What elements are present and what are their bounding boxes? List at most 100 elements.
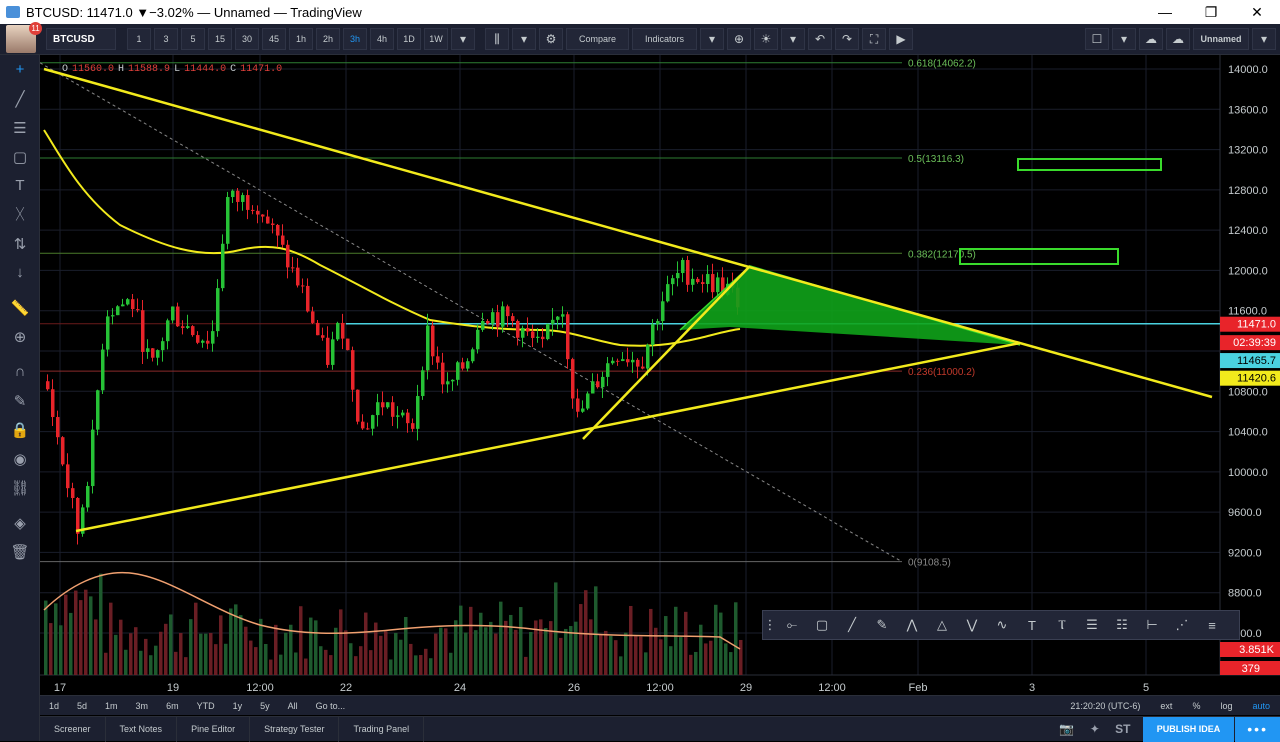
- horizontal-ray-icon[interactable]: ⟜: [786, 617, 798, 632]
- crosshair-icon[interactable]: +: [15, 61, 25, 78]
- menu-icon[interactable]: ≡: [1208, 617, 1216, 633]
- chevron-down-icon[interactable]: ▾: [451, 28, 475, 50]
- rising-trendline[interactable]: [582, 265, 751, 440]
- symbol-search[interactable]: BTCUSD: [46, 28, 116, 50]
- range-button[interactable]: Go to...: [315, 700, 346, 711]
- eye-icon[interactable]: ◉: [13, 450, 27, 468]
- cloud-load-icon[interactable]: ☁: [1139, 28, 1163, 50]
- auto-toggle[interactable]: auto: [1252, 700, 1270, 711]
- publish-idea-button[interactable]: PUBLISH IDEA: [1142, 716, 1235, 742]
- target-box-lower[interactable]: [959, 248, 1119, 265]
- fib-extension-icon[interactable]: ☷: [1116, 617, 1128, 632]
- chevron-down-icon[interactable]: ▾: [1112, 28, 1136, 50]
- price-range-icon[interactable]: ⊢: [1146, 617, 1158, 632]
- triangle-pattern-icon[interactable]: △: [937, 617, 947, 632]
- brush-icon[interactable]: ✎: [876, 617, 888, 632]
- footer-tab[interactable]: Text Notes: [106, 716, 178, 742]
- interval-button[interactable]: 15: [208, 28, 232, 50]
- minimize-button[interactable]: —: [1158, 4, 1172, 20]
- anchored-text-icon[interactable]: Ⲧ: [1058, 617, 1066, 632]
- chevron-down-icon[interactable]: ▾: [781, 28, 806, 50]
- log-toggle[interactable]: log: [1220, 700, 1233, 711]
- interval-button[interactable]: 1D: [397, 28, 421, 50]
- chevron-down-icon[interactable]: ▾: [1252, 28, 1276, 50]
- range-button[interactable]: 1d: [49, 700, 60, 711]
- fib-icon[interactable]: ☰: [13, 119, 27, 137]
- layers-icon[interactable]: ◈: [14, 514, 26, 532]
- close-button[interactable]: ✕: [1251, 3, 1263, 20]
- rectangle-icon[interactable]: ▢: [12, 148, 28, 166]
- stay-drawing-icon[interactable]: ✎: [13, 392, 27, 410]
- stocktwits-icon[interactable]: ST: [1115, 722, 1131, 736]
- magnet-icon[interactable]: ∩: [14, 363, 26, 380]
- projection-icon[interactable]: ⇅: [13, 235, 27, 253]
- fib-retracement-icon[interactable]: ☰: [1086, 617, 1098, 632]
- lower-trendline[interactable]: [75, 341, 1021, 533]
- candle-style-icon[interactable]: ⫼: [485, 28, 509, 50]
- range-button[interactable]: 5y: [260, 700, 270, 711]
- interval-button[interactable]: 5: [181, 28, 205, 50]
- chevron-down-icon[interactable]: ▾: [512, 28, 536, 50]
- text-icon[interactable]: T: [15, 177, 25, 194]
- fullscreen-icon[interactable]: ⛶: [862, 28, 887, 50]
- layout-grid-icon[interactable]: ☐: [1085, 28, 1109, 50]
- footer-tab[interactable]: Pine Editor: [177, 716, 251, 742]
- range-button[interactable]: 6m: [166, 700, 179, 711]
- drag-handle-icon[interactable]: ⋮: [763, 617, 777, 632]
- fib-fan-icon[interactable]: ⋰: [1175, 617, 1189, 632]
- footer-tab[interactable]: Screener: [40, 716, 106, 742]
- camera-icon[interactable]: 📷: [1059, 722, 1075, 736]
- interval-button[interactable]: 2h: [316, 28, 340, 50]
- range-button[interactable]: 5d: [77, 700, 88, 711]
- percent-toggle[interactable]: %: [1192, 700, 1201, 711]
- chart-pane[interactable]: 14000.0 13600.0 13200.0 12800.0 12400.0 12000…: [39, 55, 1280, 695]
- moving-average-line[interactable]: [43, 129, 741, 347]
- replay-play-icon[interactable]: ▶: [889, 28, 914, 50]
- twitter-icon[interactable]: ✦: [1089, 722, 1100, 736]
- range-button[interactable]: 1m: [105, 700, 118, 711]
- ruler-icon[interactable]: 📏: [10, 299, 30, 317]
- pattern-icon[interactable]: ᚷ: [15, 206, 25, 223]
- interval-button[interactable]: 1W: [424, 28, 448, 50]
- link-icon[interactable]: ⛓: [10, 479, 30, 497]
- range-button[interactable]: YTD: [196, 700, 215, 711]
- arrow-down-icon[interactable]: ↓: [16, 264, 24, 281]
- restore-button[interactable]: ❐: [1204, 3, 1218, 20]
- interval-button[interactable]: 1: [127, 28, 151, 50]
- range-button[interactable]: All: [287, 700, 298, 711]
- trash-icon[interactable]: 🗑: [10, 543, 30, 561]
- more-options-button[interactable]: •••: [1235, 716, 1280, 742]
- lock-icon[interactable]: 🔒: [10, 421, 30, 439]
- triangle-pattern[interactable]: [680, 266, 1020, 345]
- cloud-save-icon[interactable]: ☁: [1166, 28, 1190, 50]
- gear-icon[interactable]: ⚙: [539, 28, 563, 50]
- interval-button[interactable]: 45: [262, 28, 286, 50]
- abcd-pattern-icon[interactable]: ⋀: [906, 617, 918, 632]
- text-icon[interactable]: T: [1028, 617, 1036, 633]
- elliott-wave-icon[interactable]: ⋁: [966, 617, 978, 632]
- indicators-button[interactable]: Indicators: [632, 28, 698, 50]
- ideas-bulb-icon[interactable]: ☀: [754, 28, 779, 50]
- range-button[interactable]: 1y: [232, 700, 243, 711]
- redo-icon[interactable]: ↷: [835, 28, 860, 50]
- ext-toggle[interactable]: ext: [1160, 700, 1173, 711]
- avatar[interactable]: 11: [6, 22, 42, 53]
- interval-button[interactable]: 3h: [343, 28, 367, 50]
- fib-diagonal[interactable]: [39, 62, 903, 563]
- add-alert-icon[interactable]: ⊕: [727, 28, 752, 50]
- chevron-down-icon[interactable]: ▾: [700, 28, 725, 50]
- footer-tab[interactable]: Trading Panel: [339, 716, 425, 742]
- undo-icon[interactable]: ↶: [808, 28, 833, 50]
- range-button[interactable]: 3m: [135, 700, 149, 711]
- footer-tab[interactable]: Strategy Tester: [250, 716, 340, 742]
- compare-button[interactable]: Compare: [566, 28, 630, 50]
- price-chart[interactable]: 14000.0 13600.0 13200.0 12800.0 12400.0 12000…: [39, 55, 1280, 695]
- rectangle-icon[interactable]: ▢: [815, 617, 829, 632]
- trendline-icon[interactable]: ╱: [848, 617, 856, 632]
- interval-button[interactable]: 30: [235, 28, 259, 50]
- interval-button[interactable]: 3: [154, 28, 178, 50]
- zoom-icon[interactable]: ⊕: [13, 328, 27, 346]
- interval-button[interactable]: 1h: [289, 28, 313, 50]
- layout-name[interactable]: Unnamed: [1193, 28, 1249, 50]
- abc-pattern-icon[interactable]: ∿: [996, 617, 1008, 632]
